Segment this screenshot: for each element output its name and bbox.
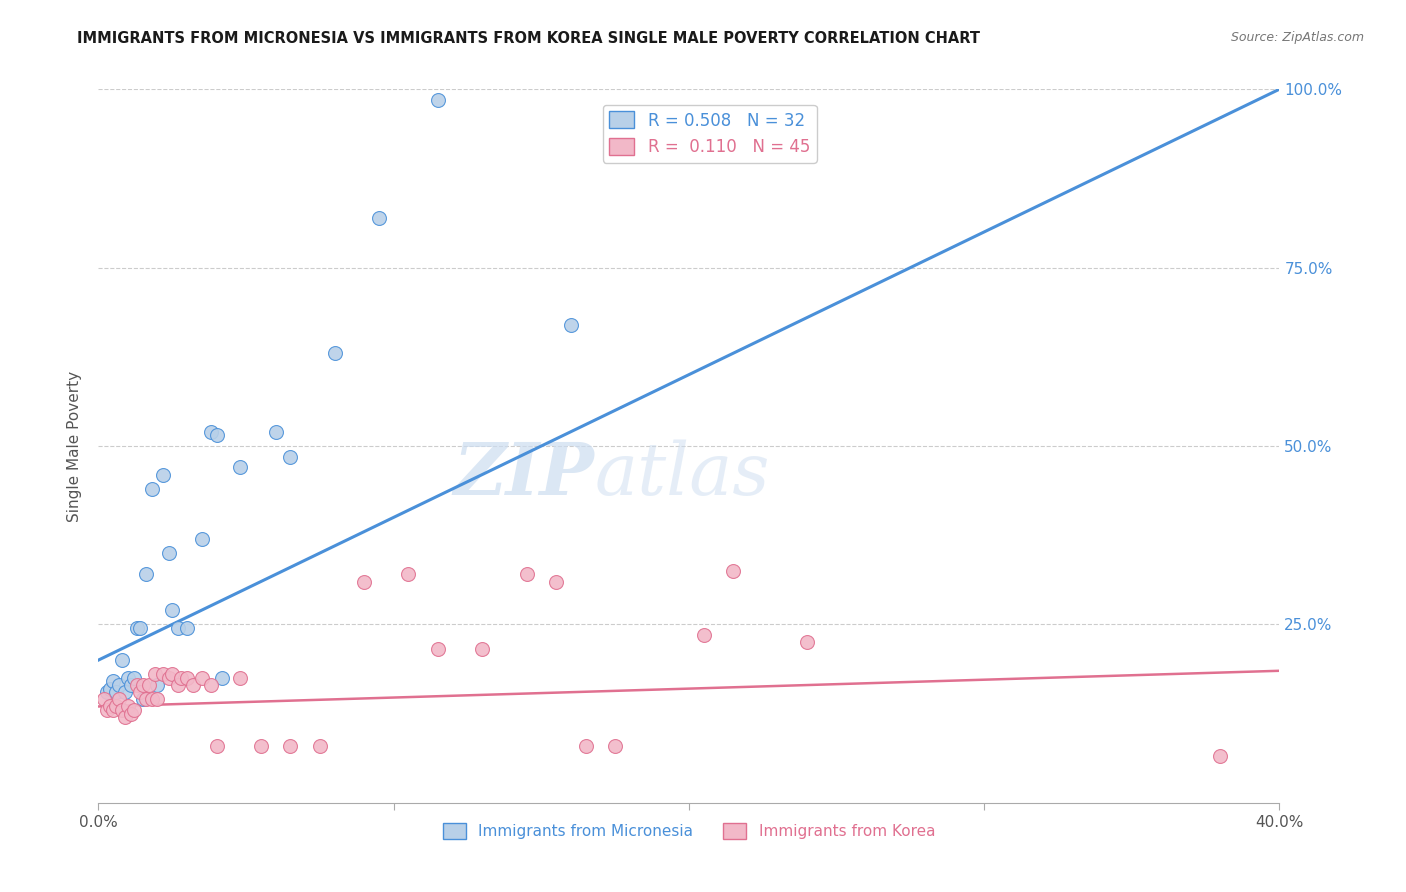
Point	[575, 739, 598, 753]
Point	[122, 671, 145, 685]
Point	[167, 621, 190, 635]
Point	[103, 703, 125, 717]
Point	[211, 671, 233, 685]
Point	[427, 642, 450, 657]
Y-axis label: Single Male Poverty: Single Male Poverty	[67, 370, 83, 522]
Point	[167, 678, 190, 692]
Point	[796, 635, 818, 649]
Point	[170, 671, 193, 685]
Point	[114, 710, 136, 724]
Point	[229, 671, 252, 685]
Point	[280, 450, 302, 464]
Point	[205, 428, 228, 442]
Point	[111, 703, 134, 717]
Point	[723, 564, 745, 578]
Point	[157, 671, 180, 685]
Text: IMMIGRANTS FROM MICRONESIA VS IMMIGRANTS FROM KOREA SINGLE MALE POVERTY CORRELAT: IMMIGRANTS FROM MICRONESIA VS IMMIGRANTS…	[77, 31, 980, 46]
Text: ZIP: ZIP	[454, 439, 595, 510]
Point	[516, 567, 538, 582]
Point	[181, 678, 204, 692]
Point	[98, 681, 121, 696]
Point	[138, 678, 160, 692]
Point	[146, 692, 169, 706]
Point	[128, 621, 150, 635]
Point	[128, 685, 150, 699]
Point	[132, 678, 155, 692]
Point	[560, 318, 582, 332]
Point	[157, 546, 180, 560]
Point	[398, 567, 420, 582]
Point	[117, 671, 139, 685]
Point	[191, 532, 214, 546]
Point	[280, 739, 302, 753]
Point	[125, 621, 148, 635]
Point	[114, 685, 136, 699]
Point	[471, 642, 494, 657]
Point	[125, 678, 148, 692]
Point	[108, 678, 131, 692]
Point	[200, 678, 222, 692]
Point	[117, 699, 139, 714]
Point	[1209, 749, 1232, 764]
Point	[103, 674, 125, 689]
Point	[427, 93, 450, 107]
Point	[143, 667, 166, 681]
Point	[162, 603, 183, 617]
Point	[108, 692, 131, 706]
Point	[162, 667, 183, 681]
Point	[111, 653, 134, 667]
Legend: Immigrants from Micronesia, Immigrants from Korea: Immigrants from Micronesia, Immigrants f…	[437, 817, 941, 845]
Point	[152, 467, 174, 482]
Point	[191, 671, 214, 685]
Point	[323, 346, 346, 360]
Point	[96, 703, 118, 717]
Point	[205, 739, 228, 753]
Point	[264, 425, 287, 439]
Point	[146, 678, 169, 692]
Point	[122, 703, 145, 717]
Point	[200, 425, 222, 439]
Point	[152, 667, 174, 681]
Point	[132, 692, 155, 706]
Point	[135, 692, 157, 706]
Point	[605, 739, 627, 753]
Point	[120, 706, 142, 721]
Point	[105, 699, 128, 714]
Point	[229, 460, 252, 475]
Point	[98, 699, 121, 714]
Text: Source: ZipAtlas.com: Source: ZipAtlas.com	[1230, 31, 1364, 45]
Point	[250, 739, 273, 753]
Point	[135, 567, 157, 582]
Point	[368, 211, 391, 225]
Point	[693, 628, 716, 642]
Point	[105, 685, 128, 699]
Text: atlas: atlas	[595, 439, 770, 510]
Point	[96, 685, 118, 699]
Point	[141, 692, 163, 706]
Point	[120, 678, 142, 692]
Point	[93, 692, 115, 706]
Point	[546, 574, 568, 589]
Point	[176, 621, 198, 635]
Point	[141, 482, 163, 496]
Point	[176, 671, 198, 685]
Point	[309, 739, 332, 753]
Point	[353, 574, 375, 589]
